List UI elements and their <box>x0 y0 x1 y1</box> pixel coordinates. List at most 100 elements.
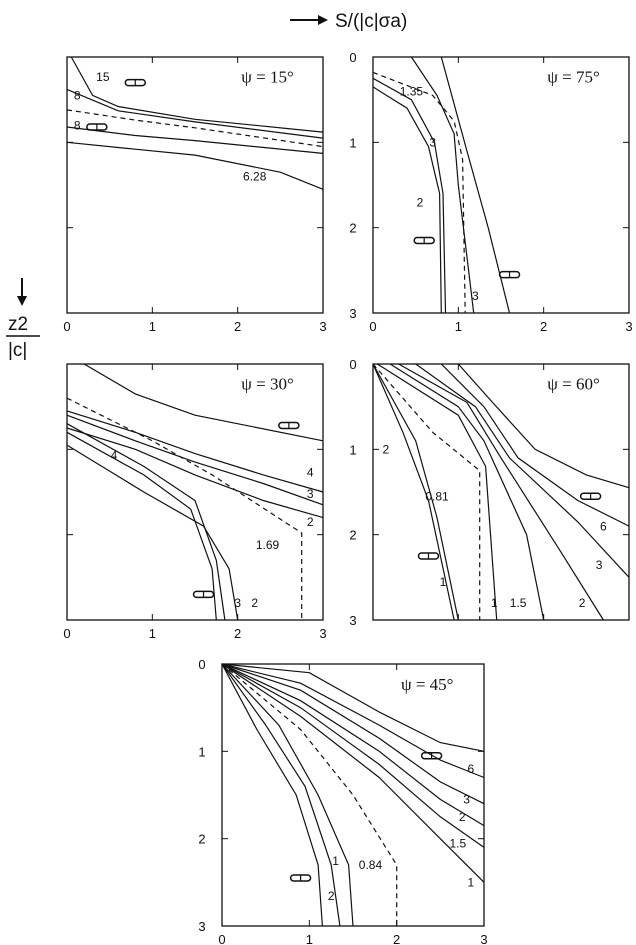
plot-frame <box>372 56 630 314</box>
series-line-0-84-dashed <box>221 663 398 926</box>
y-tick-label: 3 <box>349 306 356 321</box>
series-line-unlabeled <box>221 663 485 752</box>
series-line-8 <box>66 126 324 154</box>
x-tick-label: 2 <box>234 626 241 641</box>
series-line-6 <box>440 363 630 527</box>
series-line-unlabeled <box>221 663 323 927</box>
curve-label: 1 <box>440 575 447 589</box>
x-tick-label: 0 <box>63 626 70 641</box>
double-oval-icon <box>86 123 108 131</box>
double-oval-icon <box>124 78 147 87</box>
series-line-3 <box>66 431 217 621</box>
curve-label: 3 <box>307 487 314 501</box>
y-axis-title-group: z2 |c| <box>6 278 40 361</box>
panel-label-psi-45: ψ = 45° <box>401 675 454 694</box>
series-line-3 <box>372 77 447 314</box>
series-line-6 <box>221 663 485 779</box>
curve-label: 15 <box>96 70 110 84</box>
curve-label: 6 <box>600 519 607 533</box>
x-tick-label: 3 <box>480 932 487 945</box>
curve-label: 2 <box>417 195 424 209</box>
x-tick-label: 1 <box>455 319 462 334</box>
double-oval-icon <box>498 270 521 279</box>
curve-label: 4 <box>307 466 314 480</box>
series-line-2 <box>221 663 341 927</box>
panel-psi-60: 0 1 2 3 2 0.81 1 1 1.5 2 3 6 ψ = 60° <box>349 357 630 628</box>
x-tick-label: 2 <box>234 319 241 334</box>
y-tick-label: 0 <box>198 657 205 672</box>
series-line-1-35-dashed <box>372 71 466 314</box>
series-line-4 <box>66 410 324 493</box>
x-axis-arrowhead-icon <box>318 15 328 25</box>
curve-label: 3 <box>234 596 241 610</box>
y-tick-label: 1 <box>349 442 356 457</box>
x-tick-label: 1 <box>306 932 313 945</box>
curve-label: 3 <box>472 289 479 303</box>
curve-label: 3 <box>596 558 603 572</box>
x-tick-label: 2 <box>393 932 400 945</box>
y-tick-label: 2 <box>198 832 205 847</box>
curve-label: 8 <box>74 89 81 103</box>
curve-label: 2 <box>251 596 258 610</box>
series-line-unlabeled <box>410 56 475 314</box>
series-line-1 <box>372 363 459 621</box>
series-line-3 <box>440 56 511 314</box>
x-tick-label: 1 <box>149 319 156 334</box>
double-oval-icon <box>278 421 300 430</box>
x-tick-label: 0 <box>63 319 70 334</box>
series-line-1 <box>221 663 485 883</box>
double-oval-icon <box>420 751 443 760</box>
curve-label: 0.81 <box>425 490 449 504</box>
curve-label: 1.35 <box>400 84 424 98</box>
y-tick-label: 1 <box>349 135 356 150</box>
x-tick-label: 2 <box>540 319 547 334</box>
y-tick-label: 3 <box>198 919 205 934</box>
double-oval-icon <box>289 874 312 882</box>
x-axis-title-group: S/(|c|σa) <box>290 11 407 32</box>
y-axis-title-numerator: z2 <box>8 314 28 335</box>
x-tick-label: 3 <box>625 319 632 334</box>
curve-label: 2 <box>382 443 389 457</box>
series-line-2 <box>66 427 324 519</box>
y-tick-label: 2 <box>349 221 356 236</box>
panel-label-psi-15: ψ = 15° <box>241 68 294 87</box>
series-line-1-5 <box>221 663 485 848</box>
x-tick-label: 0 <box>369 319 376 334</box>
series-line-2 <box>398 363 604 621</box>
curve-label: 0.84 <box>359 858 383 872</box>
curve-label: 1.69 <box>256 538 280 552</box>
plot-frame <box>66 363 324 621</box>
plot-frame <box>66 56 324 314</box>
y-tick-label: 1 <box>198 744 205 759</box>
series-line-3 <box>415 363 630 578</box>
curve-label: 6.28 <box>243 170 267 184</box>
y-axis-title-denominator: |c| <box>8 340 27 361</box>
x-axis-title: S/(|c|σa) <box>335 11 407 32</box>
series-line-6-28-dashed <box>66 109 324 148</box>
y-tick-label: 3 <box>349 613 356 628</box>
series-line-1-69-dashed <box>66 397 303 620</box>
double-oval-icon <box>417 552 440 560</box>
series-line-unlabeled <box>66 141 324 190</box>
double-oval-icon <box>579 492 602 501</box>
curve-label: 4 <box>111 449 118 463</box>
curve-label: 2 <box>459 810 466 824</box>
panel-label-psi-60: ψ = 60° <box>547 375 600 394</box>
curve-label: 1.5 <box>449 836 466 850</box>
x-tick-label: 0 <box>218 932 225 945</box>
x-tick-label: 1 <box>149 626 156 641</box>
series-line-1 <box>376 363 498 621</box>
series-line-1-5 <box>389 363 545 621</box>
curve-label: 2 <box>328 889 335 903</box>
panel-label-psi-30: ψ = 30° <box>241 375 294 394</box>
panel-label-psi-75: ψ = 75° <box>547 68 600 87</box>
panel-psi-15: 0 1 2 3 15 8 8 6.28 ψ = 15° <box>63 56 327 334</box>
series-line-4 <box>66 423 226 621</box>
series-line-1 <box>221 663 354 927</box>
curve-label: 1.5 <box>510 596 527 610</box>
